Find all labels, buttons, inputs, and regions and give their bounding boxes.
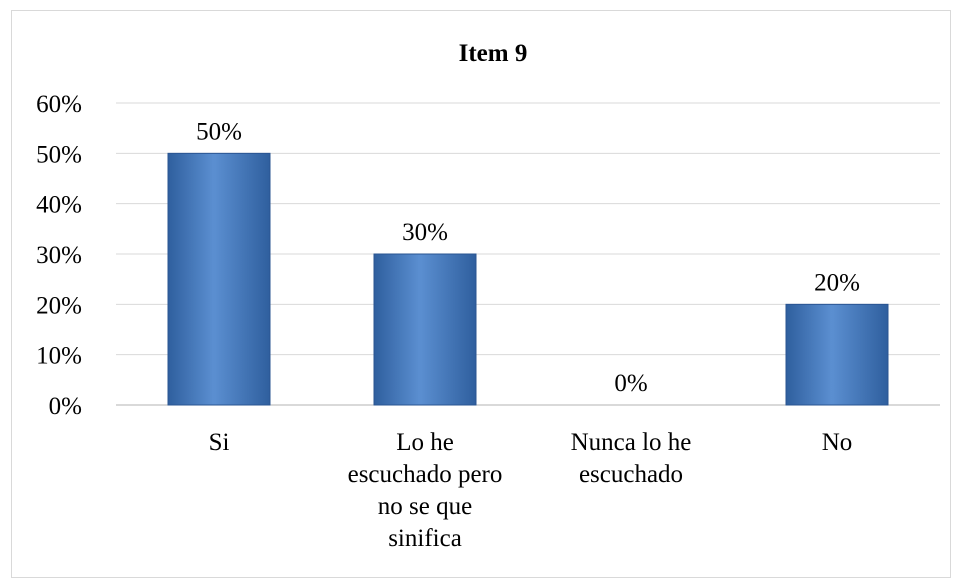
y-tick-label: 20%	[36, 292, 82, 319]
chart-title: Item 9	[459, 40, 528, 67]
data-labels: 50% 30% 0% 20%	[196, 118, 860, 397]
x-category-label: escuchado	[579, 461, 683, 488]
x-category-label: no se que	[378, 493, 472, 520]
x-category-label: Nunca lo he	[571, 429, 692, 456]
y-tick-label: 30%	[36, 242, 82, 269]
x-category-label: Lo he	[396, 429, 454, 456]
bars	[167, 152, 889, 406]
y-tick-label: 60%	[36, 91, 82, 118]
bar	[785, 303, 889, 406]
x-category-label: No	[822, 429, 853, 456]
y-tick-label: 40%	[36, 192, 82, 219]
bar	[167, 152, 271, 406]
bar	[373, 253, 477, 406]
data-label: 30%	[402, 219, 448, 246]
x-category-label: Si	[209, 429, 230, 456]
x-category-label: escuchado pero	[348, 461, 503, 488]
data-label: 0%	[614, 370, 647, 397]
y-tick-label: 50%	[36, 141, 82, 168]
data-label: 50%	[196, 118, 242, 145]
y-tick-label: 0%	[49, 393, 82, 420]
y-axis-ticks: 0% 10% 20% 30% 40% 50% 60%	[36, 91, 82, 420]
x-category-label: sinifica	[388, 525, 462, 552]
data-label: 20%	[814, 269, 860, 296]
y-tick-label: 10%	[36, 343, 82, 370]
x-axis-categories: Si Lo he escuchado pero no se que sinifica Nu…	[209, 429, 853, 552]
